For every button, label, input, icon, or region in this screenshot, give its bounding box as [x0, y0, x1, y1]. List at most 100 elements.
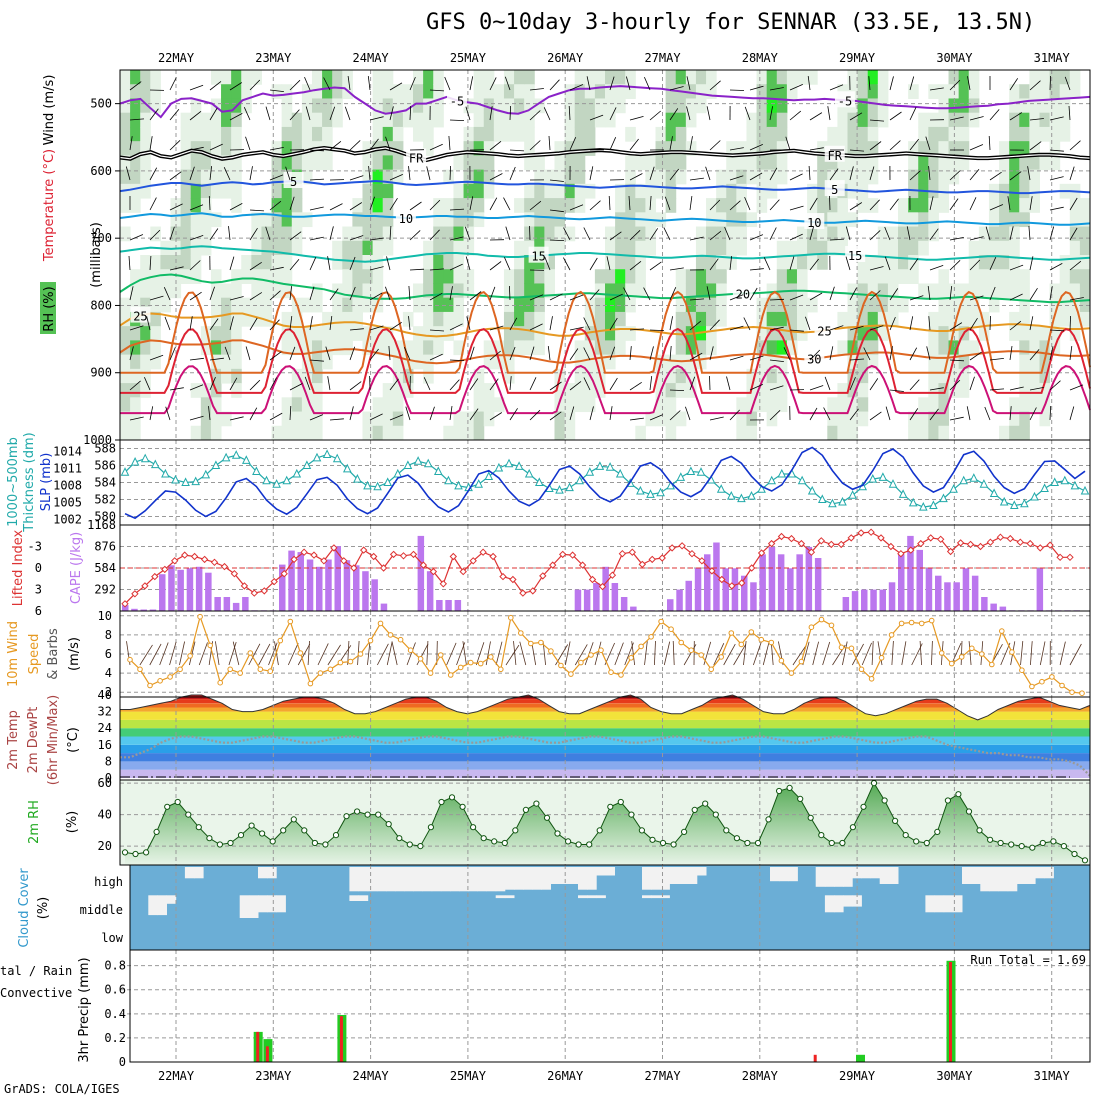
rh-cell: [635, 155, 646, 171]
wind-barb: [144, 377, 151, 391]
wind-barb: [209, 143, 223, 151]
wind-barb: [729, 147, 744, 151]
rh-cell: [120, 297, 131, 313]
wind-barb: [709, 199, 721, 211]
cape-bar: [944, 582, 951, 611]
rh-cell: [847, 112, 859, 128]
wind-barb: [949, 379, 961, 391]
lifted-index-marker: [141, 582, 149, 590]
wind-barb: [689, 298, 705, 301]
cape-bar: [768, 546, 776, 611]
cloud-clear-cell: [962, 867, 972, 884]
freezing-contour-core: [119, 147, 1091, 161]
wind-speed-marker: [979, 651, 985, 657]
wind-barb: [792, 645, 807, 666]
rh-cell: [827, 411, 838, 427]
temperature-contour-label: FR: [409, 151, 424, 165]
rh-cell: [1069, 84, 1081, 99]
rh-cell: [958, 283, 970, 299]
wind-barb: [489, 378, 499, 391]
lifted-index-marker: [330, 544, 338, 552]
cloud-clear-cell: [267, 895, 277, 913]
wind-barb: [769, 87, 784, 91]
rh-cell: [362, 326, 374, 341]
rh-cell: [140, 383, 151, 398]
rh-cell: [665, 354, 677, 370]
rh-cell: [453, 425, 465, 441]
rh-cell: [120, 383, 131, 398]
rh-cell: [716, 255, 727, 270]
rh2m-marker: [965, 808, 973, 815]
temperature-axis-label: Temperature (°C): [42, 149, 57, 262]
wind-barb: [949, 170, 961, 181]
wind-barb: [949, 322, 963, 331]
rh-cell: [776, 169, 788, 185]
rh-cell: [221, 126, 232, 142]
rh-cell: [635, 269, 646, 284]
rh-cell: [281, 98, 293, 114]
thickness-marker: [817, 494, 827, 503]
wind-speed-marker: [588, 652, 594, 658]
cape-bar: [232, 602, 240, 611]
rh-cell: [514, 283, 525, 299]
cloud-high-label: high: [94, 875, 123, 889]
wind-barb: [649, 329, 665, 331]
rh-cell: [867, 169, 879, 185]
rh-cell: [928, 212, 939, 228]
wind-barb: [385, 136, 391, 151]
rh-cell: [210, 340, 222, 356]
wind-speed-marker: [558, 662, 564, 669]
rh-cell: [625, 297, 636, 313]
rh-cell: [210, 155, 222, 171]
rh-cell: [1059, 283, 1071, 299]
wind-barb: [583, 347, 591, 361]
rh-cell: [261, 255, 273, 270]
wind-barb: [503, 197, 511, 211]
rh-cell: [443, 212, 454, 228]
wind-barb: [689, 352, 703, 361]
rh-cell: [180, 141, 192, 156]
rh2m-marker: [881, 797, 888, 804]
rh-cell: [615, 269, 626, 284]
rh-cell: [120, 84, 131, 99]
rh-cell: [210, 212, 222, 228]
wind-barb: [368, 166, 371, 181]
rh-cell: [372, 240, 384, 256]
rh-cell: [493, 98, 505, 114]
wind-barb: [629, 417, 644, 421]
rh-cell: [948, 368, 960, 384]
wind-barb: [586, 76, 591, 91]
rh-cell: [433, 311, 444, 327]
wind-barb: [129, 81, 142, 91]
rh-cell: [857, 198, 869, 213]
rh2m-marker: [828, 839, 835, 847]
wind-barb: [386, 641, 393, 666]
rh-cell: [190, 183, 202, 199]
rh-cell: [140, 169, 151, 185]
lifted-index-marker: [847, 534, 855, 542]
rh-cell: [473, 141, 485, 156]
rh2m-marker: [143, 849, 150, 856]
rh-cell: [382, 126, 394, 142]
rh-cell: [463, 169, 475, 185]
rh2m-marker: [396, 835, 403, 842]
wind-barb: [327, 256, 331, 271]
wind-barb: [489, 173, 503, 181]
cape-bar: [574, 589, 582, 611]
rh-cell: [473, 84, 485, 99]
rh-cell: [1039, 84, 1051, 99]
wind-barb: [845, 226, 851, 241]
rh-cell: [898, 255, 909, 270]
rh-cell: [1029, 84, 1040, 99]
wind-barb: [209, 318, 219, 331]
cloud-clear-cell: [587, 895, 597, 899]
wind-barb: [249, 407, 258, 421]
wind-barb: [408, 285, 411, 301]
wind-barb: [629, 346, 632, 361]
wind-barb: [489, 197, 498, 211]
rh-cell: [433, 70, 444, 85]
wind-barb: [369, 138, 379, 151]
rh-cell: [524, 311, 535, 327]
wind-barb: [919, 640, 922, 666]
